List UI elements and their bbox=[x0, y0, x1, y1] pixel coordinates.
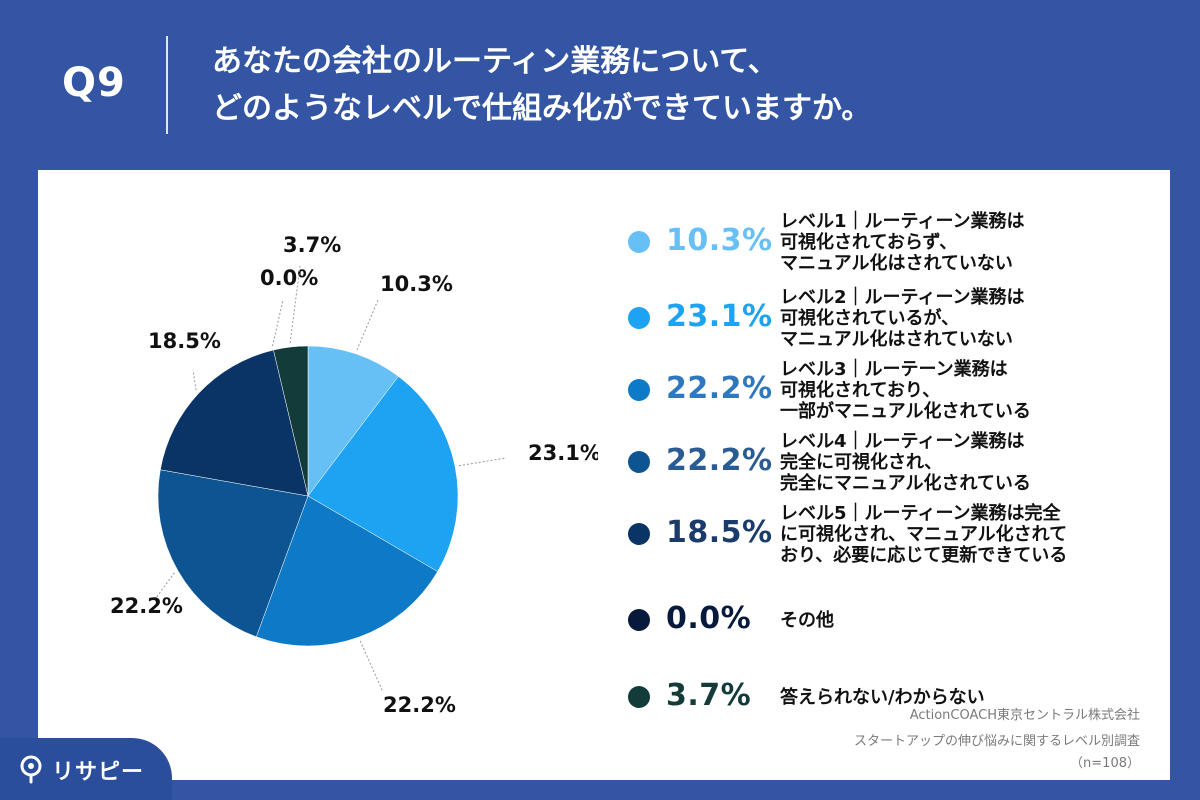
question-title-line2: どのようなレベルで仕組み化ができていますか。 bbox=[212, 91, 872, 126]
legend-label: 答えられない/わからない bbox=[780, 686, 985, 708]
source-company: ActionCOACH東京セントラル株式会社 bbox=[909, 708, 1140, 723]
pie-chart: 10.3% 23.1% 22.2% 22.2% 18.5% 0.0% 3.7% bbox=[110, 233, 598, 717]
legend-percent: 10.3% bbox=[666, 223, 773, 258]
location-pin-icon bbox=[20, 755, 42, 784]
leader-line-1 bbox=[356, 299, 379, 351]
pie-slice-3 bbox=[255, 495, 438, 647]
data-label-7: 3.7% bbox=[283, 233, 341, 257]
legend-label: レベル4｜ルーティーン業務は 完全に可視化され、 完全にマニュアル化されている bbox=[780, 430, 1031, 494]
legend-swatch bbox=[628, 231, 650, 253]
legend-item-7: 3.7% 答えられない/わからない bbox=[628, 665, 1168, 735]
question-title-line1: あなたの会社のルーティン業務について、 bbox=[212, 44, 778, 79]
legend-percent: 18.5% bbox=[666, 515, 773, 550]
legend-percent: 23.1% bbox=[666, 299, 773, 334]
legend-item-4: 22.2% レベル4｜ルーティーン業務は 完全に可視化され、 完全にマニュアル化さ… bbox=[628, 430, 1168, 500]
data-label-2: 23.1% bbox=[528, 441, 598, 465]
data-label-5: 18.5% bbox=[148, 329, 221, 353]
pie-slice-5 bbox=[160, 349, 309, 497]
legend-swatch bbox=[628, 451, 650, 473]
header-divider bbox=[166, 36, 168, 134]
legend-percent: 22.2% bbox=[666, 443, 773, 478]
leader-line-4 bbox=[155, 572, 175, 599]
data-label-1: 10.3% bbox=[380, 272, 453, 296]
pie-slice-2 bbox=[307, 375, 459, 572]
leader-line-2 bbox=[458, 457, 507, 467]
legend-swatch bbox=[628, 609, 650, 631]
source-sample-size: （n=108） bbox=[1070, 756, 1140, 771]
legend-item-3: 22.2% レベル3｜ルーテーン業務は 可視化されており、 一部がマニュアル化され… bbox=[628, 358, 1168, 428]
legend-label: その他 bbox=[780, 609, 834, 631]
pie-slice-4 bbox=[157, 469, 309, 638]
question-label: Q9 bbox=[62, 60, 126, 106]
source-survey: スタートアップの伸び悩みに関するレベル別調査 bbox=[853, 734, 1140, 749]
brand-logo: リサピー bbox=[0, 738, 172, 800]
brand-name: リサピー bbox=[52, 760, 145, 785]
legend-swatch bbox=[628, 523, 650, 545]
question-title: あなたの会社のルーティン業務について、 どのようなレベルで仕組み化ができています… bbox=[212, 38, 1172, 132]
legend-swatch bbox=[628, 686, 650, 708]
legend-item-2: 23.1% レベル2｜ルーティーン業務は 可視化されているが、 マニュアル化はされ… bbox=[628, 286, 1168, 356]
legend-label: レベル3｜ルーテーン業務は 可視化されており、 一部がマニュアル化されている bbox=[780, 358, 1031, 422]
leader-line-3 bbox=[359, 640, 384, 693]
legend-percent: 3.7% bbox=[666, 678, 752, 713]
data-label-6: 0.0% bbox=[260, 266, 318, 290]
data-label-3: 22.2% bbox=[383, 693, 456, 717]
leader-line-7 bbox=[289, 265, 301, 344]
header: Q9 あなたの会社のルーティン業務について、 どのようなレベルで仕組み化ができて… bbox=[0, 0, 1200, 170]
legend-label: レベル1｜ルーティーン業務は 可視化されておらず、 マニュアル化はされていない bbox=[780, 210, 1025, 274]
leader-line-6 bbox=[272, 299, 284, 347]
legend-percent: 22.2% bbox=[666, 371, 773, 406]
pie-slice-1 bbox=[307, 345, 399, 497]
chart-card: 10.3% 23.1% 22.2% 22.2% 18.5% 0.0% 3.7% 10.3% レ… bbox=[38, 170, 1170, 780]
legend-item-1: 10.3% レベル1｜ルーティーン業務は 可視化されておらず、 マニュアル化はされ… bbox=[628, 210, 1168, 280]
legend-swatch bbox=[628, 307, 650, 329]
legend-item-5: 18.5% レベル5｜ルーティーン業務は完全 に可視化され、マニュアル化されて お… bbox=[628, 502, 1168, 572]
legend-label: レベル5｜ルーティーン業務は完全 に可視化され、マニュアル化されて おり、必要に… bbox=[780, 502, 1068, 566]
legend-label: レベル2｜ルーティーン業務は 可視化されているが、 マニュアル化はされていない bbox=[780, 286, 1025, 350]
data-label-4: 22.2% bbox=[110, 594, 183, 618]
pie-slice-7 bbox=[273, 345, 309, 497]
leader-line-5 bbox=[192, 369, 197, 391]
legend-swatch bbox=[628, 379, 650, 401]
legend-percent: 0.0% bbox=[666, 601, 752, 636]
legend-item-6: 0.0% その他 bbox=[628, 588, 1168, 658]
